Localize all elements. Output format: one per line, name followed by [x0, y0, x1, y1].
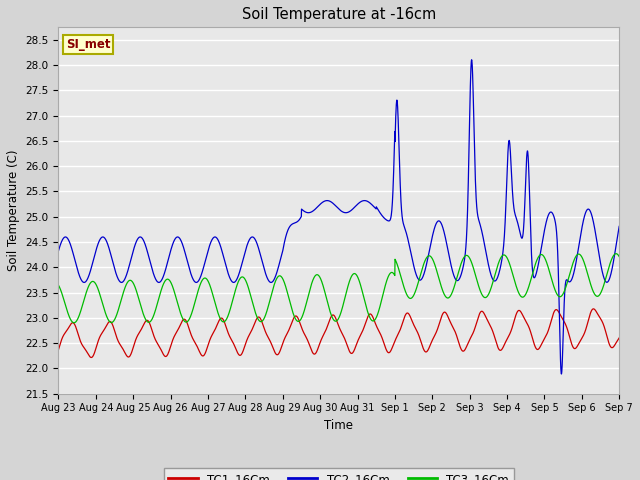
TC1_16Cm — [54, 347, 62, 352]
TC1_16Cm — [615, 335, 623, 341]
TC3_16Cm — [152, 306, 160, 312]
TC2_16Cm — [605, 278, 612, 284]
Title: Soil Temperature at -16cm: Soil Temperature at -16cm — [242, 7, 436, 22]
TC2_16Cm — [152, 276, 159, 282]
TC1_16Cm — [544, 329, 552, 335]
X-axis label: Time: Time — [324, 419, 353, 432]
TC3_16Cm — [54, 282, 62, 288]
Legend: TC1_16Cm, TC2_16Cm, TC3_16Cm: TC1_16Cm, TC2_16Cm, TC3_16Cm — [164, 468, 514, 480]
TC3_16Cm — [270, 284, 278, 289]
Line: TC2_16Cm: TC2_16Cm — [58, 60, 619, 374]
TC2_16Cm — [544, 213, 552, 219]
Line: TC1_16Cm: TC1_16Cm — [58, 309, 619, 358]
TC1_16Cm — [87, 355, 95, 360]
TC2_16Cm — [269, 277, 277, 283]
TC2_16Cm — [557, 371, 565, 377]
TC1_16Cm — [119, 346, 127, 351]
Text: SI_met: SI_met — [66, 38, 110, 51]
TC3_16Cm — [612, 251, 620, 256]
TC3_16Cm — [70, 320, 78, 325]
TC3_16Cm — [605, 266, 612, 272]
TC2_16Cm — [118, 279, 126, 285]
TC2_16Cm — [615, 224, 623, 229]
TC1_16Cm — [152, 338, 160, 344]
TC1_16Cm — [605, 339, 612, 345]
TC1_16Cm — [589, 306, 597, 312]
TC3_16Cm — [294, 319, 302, 324]
TC1_16Cm — [294, 315, 302, 321]
Y-axis label: Soil Temperature (C): Soil Temperature (C) — [7, 150, 20, 271]
TC3_16Cm — [615, 253, 623, 259]
TC2_16Cm — [294, 218, 301, 224]
TC3_16Cm — [119, 292, 127, 298]
Line: TC3_16Cm: TC3_16Cm — [58, 253, 619, 323]
TC2_16Cm — [54, 248, 62, 254]
TC2_16Cm — [468, 57, 476, 62]
TC1_16Cm — [270, 347, 278, 352]
TC3_16Cm — [544, 264, 552, 269]
